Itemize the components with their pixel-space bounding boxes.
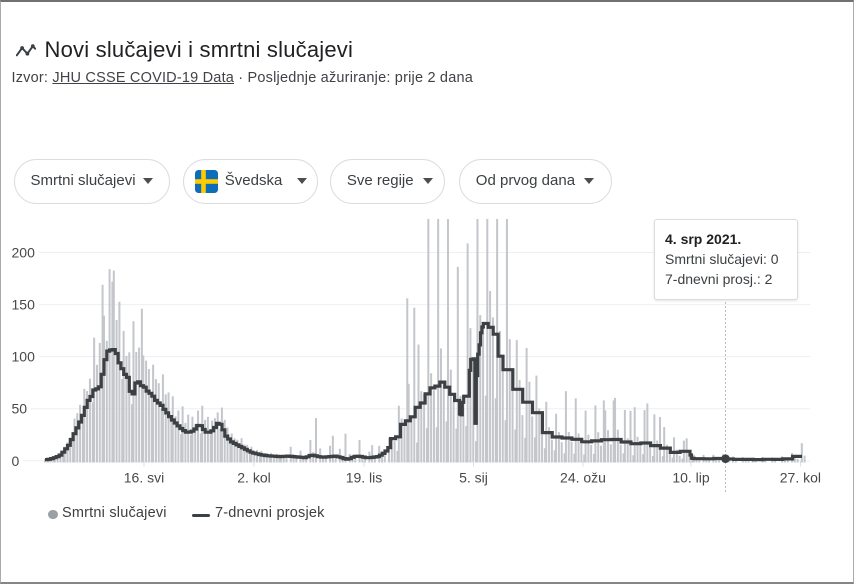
- svg-text:150: 150: [12, 297, 36, 313]
- svg-text:5. sij: 5. sij: [459, 469, 488, 485]
- svg-text:0: 0: [12, 453, 20, 469]
- svg-text:50: 50: [12, 401, 28, 417]
- svg-text:200: 200: [12, 245, 36, 261]
- svg-text:2. kol: 2. kol: [237, 469, 270, 485]
- svg-text:10. lip: 10. lip: [672, 469, 710, 485]
- svg-text:16. svi: 16. svi: [124, 469, 164, 485]
- svg-text:100: 100: [12, 349, 36, 365]
- svg-text:27. kol: 27. kol: [780, 469, 821, 485]
- svg-text:24. ožu: 24. ožu: [560, 469, 606, 485]
- svg-text:19. lis: 19. lis: [346, 469, 383, 485]
